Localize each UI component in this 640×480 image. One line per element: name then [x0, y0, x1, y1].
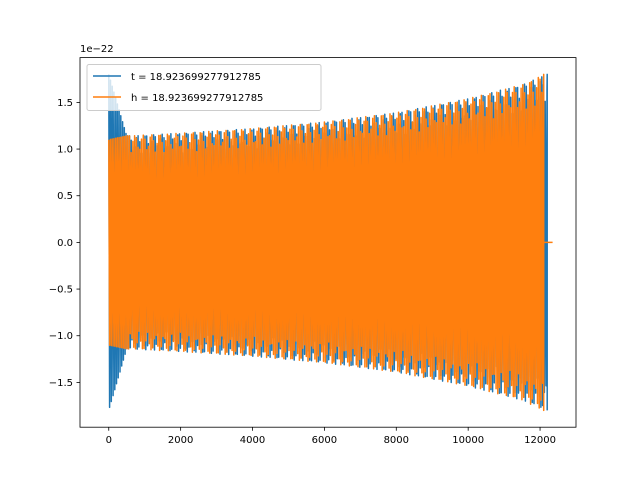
- x-tick-label: 2000: [168, 435, 193, 446]
- legend-label-h: h = 18.923699277912785: [131, 93, 263, 104]
- y-tick-label: 0.5: [57, 191, 73, 202]
- x-axis-ticks: 0 2000 4000 6000 8000 10000 12000: [106, 427, 556, 446]
- legend-label-t: t = 18.923699277912785: [131, 72, 261, 83]
- y-axis-ticks: −1.5 −1.0 −0.5 0.0 0.5 1.0 1.5: [49, 98, 80, 389]
- series-line-h: [108, 73, 553, 412]
- x-tick-label: 12000: [524, 435, 556, 446]
- y-tick-label: 0.0: [57, 238, 73, 249]
- x-tick-label: 6000: [312, 435, 337, 446]
- y-tick-label: −1.0: [49, 331, 73, 342]
- legend: t = 18.923699277912785 h = 18.9236992779…: [86, 64, 322, 111]
- x-tick-label: 10000: [452, 435, 484, 446]
- y-tick-label: 1.0: [57, 145, 73, 156]
- series-layer: [108, 73, 553, 412]
- x-tick-label: 4000: [240, 435, 265, 446]
- y-tick-label: 1.5: [57, 98, 73, 109]
- y-tick-label: −0.5: [49, 285, 73, 296]
- x-tick-label: 8000: [384, 435, 409, 446]
- x-tick-label: 0: [106, 435, 112, 446]
- legend-frame: [86, 64, 322, 111]
- y-tick-label: −1.5: [49, 378, 73, 389]
- y-offset-label: 1e−22: [80, 44, 114, 55]
